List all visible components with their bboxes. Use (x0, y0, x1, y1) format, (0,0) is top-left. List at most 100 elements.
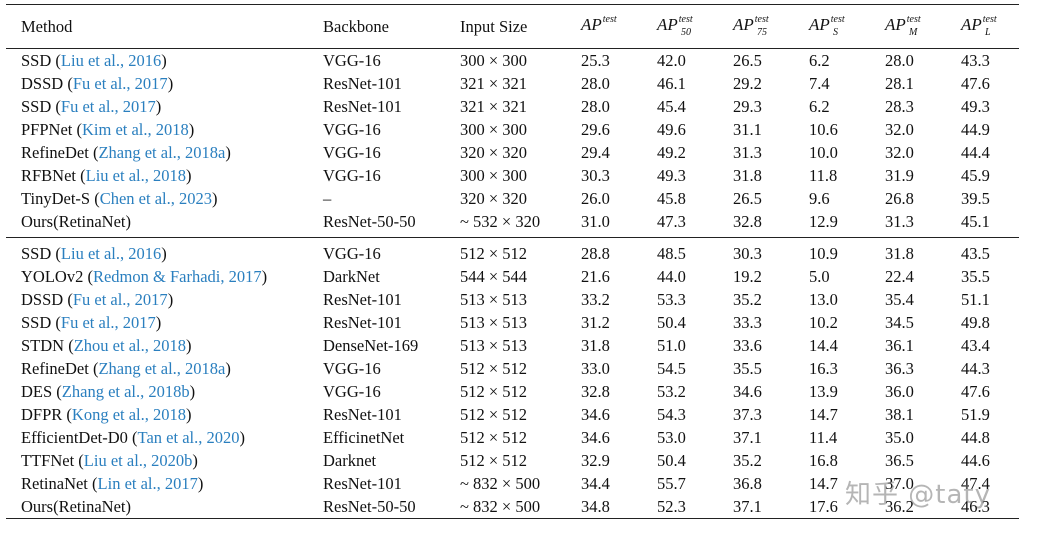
ap-value-cell: 28.0 (581, 97, 610, 116)
ap-value-cell: 34.6 (581, 428, 610, 447)
backbone-cell: ResNet-50-50 (323, 212, 416, 231)
input-size-cell: 513 × 513 (460, 290, 528, 309)
method-name: SSD (21, 51, 52, 70)
ap-value-cell: 45.8 (657, 189, 686, 208)
ap-value-cell: 46.3 (961, 497, 990, 516)
method-name: SSD (21, 313, 52, 332)
method-name: SSD (21, 97, 52, 116)
backbone-cell: – (323, 189, 332, 208)
ap-value-cell: 11.4 (809, 428, 838, 447)
ap-value-cell: 10.2 (809, 313, 838, 332)
ap-value-cell: 36.0 (885, 382, 914, 401)
method-name: DSSD (21, 290, 64, 309)
ap-value-cell: 54.3 (657, 405, 686, 424)
table-header: Method Backbone Input Size APtest APtest 50 AP… (6, 4, 1019, 49)
ap-value-cell: 36.1 (885, 336, 914, 355)
method-cell: Ours(RetinaNet) (6, 210, 308, 238)
ap-value-cell: 44.9 (961, 120, 990, 139)
ap-value-cell: 16.3 (809, 359, 838, 378)
input-size-cell: ~ 832 × 500 (460, 497, 541, 516)
backbone-cell: VGG-16 (323, 166, 381, 185)
ap-value-cell: 10.9 (809, 244, 838, 263)
backbone-cell: VGG-16 (323, 143, 381, 162)
ap-value-cell: 42.0 (657, 51, 686, 70)
citation-link[interactable]: Liu et al., 2016 (60, 51, 162, 70)
ap-value-cell: 44.8 (961, 428, 990, 447)
header-ap-75: APtest 75 (733, 14, 769, 38)
method-cell: DSSD (Fu et al., 2017) (21, 290, 174, 309)
ap-value-cell: 26.8 (885, 189, 914, 208)
input-size-cell: 512 × 512 (460, 244, 528, 263)
citation-link[interactable]: Fu et al., 2017 (72, 290, 168, 309)
section-large-input: SSD (Liu et al., 2016) VGG-16 512 × 512 28.… (6, 238, 1019, 519)
citation-link[interactable]: Lin et al., 2017 (97, 474, 198, 493)
input-size-cell: 320 × 320 (460, 143, 528, 162)
citation-link[interactable]: Zhou et al., 2018 (73, 336, 186, 355)
method-name: RefineDet (21, 359, 89, 378)
backbone-cell: VGG-16 (323, 120, 381, 139)
backbone-cell: ResNet-101 (323, 313, 402, 332)
citation-link[interactable]: Liu et al., 2016 (60, 244, 162, 263)
table-row: RFBNet (Liu et al., 2018) VGG-16 300 × 300… (6, 164, 1019, 187)
ap-value-cell: 29.2 (733, 74, 762, 93)
citation-link[interactable]: Fu et al., 2017 (60, 97, 156, 116)
ap-value-cell: 32.9 (581, 451, 610, 470)
backbone-cell: VGG-16 (323, 244, 381, 263)
input-size-cell: ~ 832 × 500 (460, 474, 541, 493)
method-cell: RefineDet (Zhang et al., 2018a) (21, 359, 231, 378)
citation-link[interactable]: Liu et al., 2018 (85, 166, 186, 185)
citation-link[interactable]: Liu et al., 2020b (83, 451, 193, 470)
citation-link[interactable]: Tan et al., 2020 (137, 428, 240, 447)
ap-value-cell: 36.2 (885, 497, 914, 516)
method-cell: PFPNet (Kim et al., 2018) (21, 120, 195, 139)
input-size-cell: 300 × 300 (460, 166, 528, 185)
input-size-cell: 320 × 320 (460, 189, 528, 208)
citation-link[interactable]: Zhang et al., 2018a (98, 143, 226, 162)
citation-link[interactable]: Fu et al., 2017 (72, 74, 168, 93)
ap-value-cell: 16.8 (809, 451, 838, 470)
citation-link[interactable]: Zhang et al., 2018a (98, 359, 226, 378)
ap-value-cell: 37.0 (885, 474, 914, 493)
header-ap-m: APtest M (885, 14, 921, 38)
ap-value-cell: 34.8 (581, 497, 610, 516)
ap-value-cell: 45.4 (657, 97, 686, 116)
ap-value-cell: 28.0 (581, 74, 610, 93)
citation-link[interactable]: Kong et al., 2018 (71, 405, 187, 424)
input-size-cell: 300 × 300 (460, 51, 528, 70)
method-cell: RetinaNet (Lin et al., 2017) (21, 474, 204, 493)
ap-value-cell: 32.8 (733, 212, 762, 231)
backbone-cell: ResNet-101 (323, 290, 402, 309)
ap-value-cell: 19.2 (733, 267, 762, 286)
ap-value-cell: 47.4 (961, 474, 990, 493)
ap-value-cell: 43.5 (961, 244, 990, 263)
input-size-cell: 512 × 512 (460, 451, 528, 470)
backbone-cell: ResNet-101 (323, 474, 402, 493)
ap-value-cell: 39.5 (961, 189, 990, 208)
ap-value-cell: 11.8 (809, 166, 838, 185)
table-row: DSSD (Fu et al., 2017) ResNet-101 513 × 51… (6, 288, 1019, 311)
citation-link[interactable]: Chen et al., 2023 (99, 189, 212, 208)
citation-link[interactable]: Kim et al., 2018 (81, 120, 189, 139)
ap-value-cell: 21.6 (581, 267, 610, 286)
ap-value-cell: 34.6 (581, 405, 610, 424)
table-row: STDN (Zhou et al., 2018) DenseNet-169 513 … (6, 334, 1019, 357)
table-row: DSSD (Fu et al., 2017) ResNet-101 321 × 32… (6, 72, 1019, 95)
method-cell: SSD (Liu et al., 2016) (21, 51, 167, 70)
ap-value-cell: 5.0 (809, 267, 830, 286)
table-row: RetinaNet (Lin et al., 2017) ResNet-101 ~ … (6, 472, 1019, 495)
ap-value-cell: 33.6 (733, 336, 762, 355)
ap-value-cell: 46.1 (657, 74, 686, 93)
ap-value-cell: 28.3 (885, 97, 914, 116)
citation-link[interactable]: Zhang et al., 2018b (61, 382, 190, 401)
header-ap-all: APtest (581, 14, 617, 34)
ap-value-cell: 31.8 (581, 336, 610, 355)
ap-value-cell: 31.0 (581, 212, 610, 231)
citation-link[interactable]: Fu et al., 2017 (60, 313, 156, 332)
ap-value-cell: 26.5 (733, 51, 762, 70)
method-cell: DES (Zhang et al., 2018b) (21, 382, 196, 401)
ap-value-cell: 47.6 (961, 382, 990, 401)
method-cell: RefineDet (Zhang et al., 2018a) (21, 143, 231, 162)
input-size-cell: ~ 532 × 320 (460, 212, 541, 231)
citation-link[interactable]: Redmon & Farhadi, 2017 (92, 267, 262, 286)
ap-value-cell: 34.6 (733, 382, 762, 401)
